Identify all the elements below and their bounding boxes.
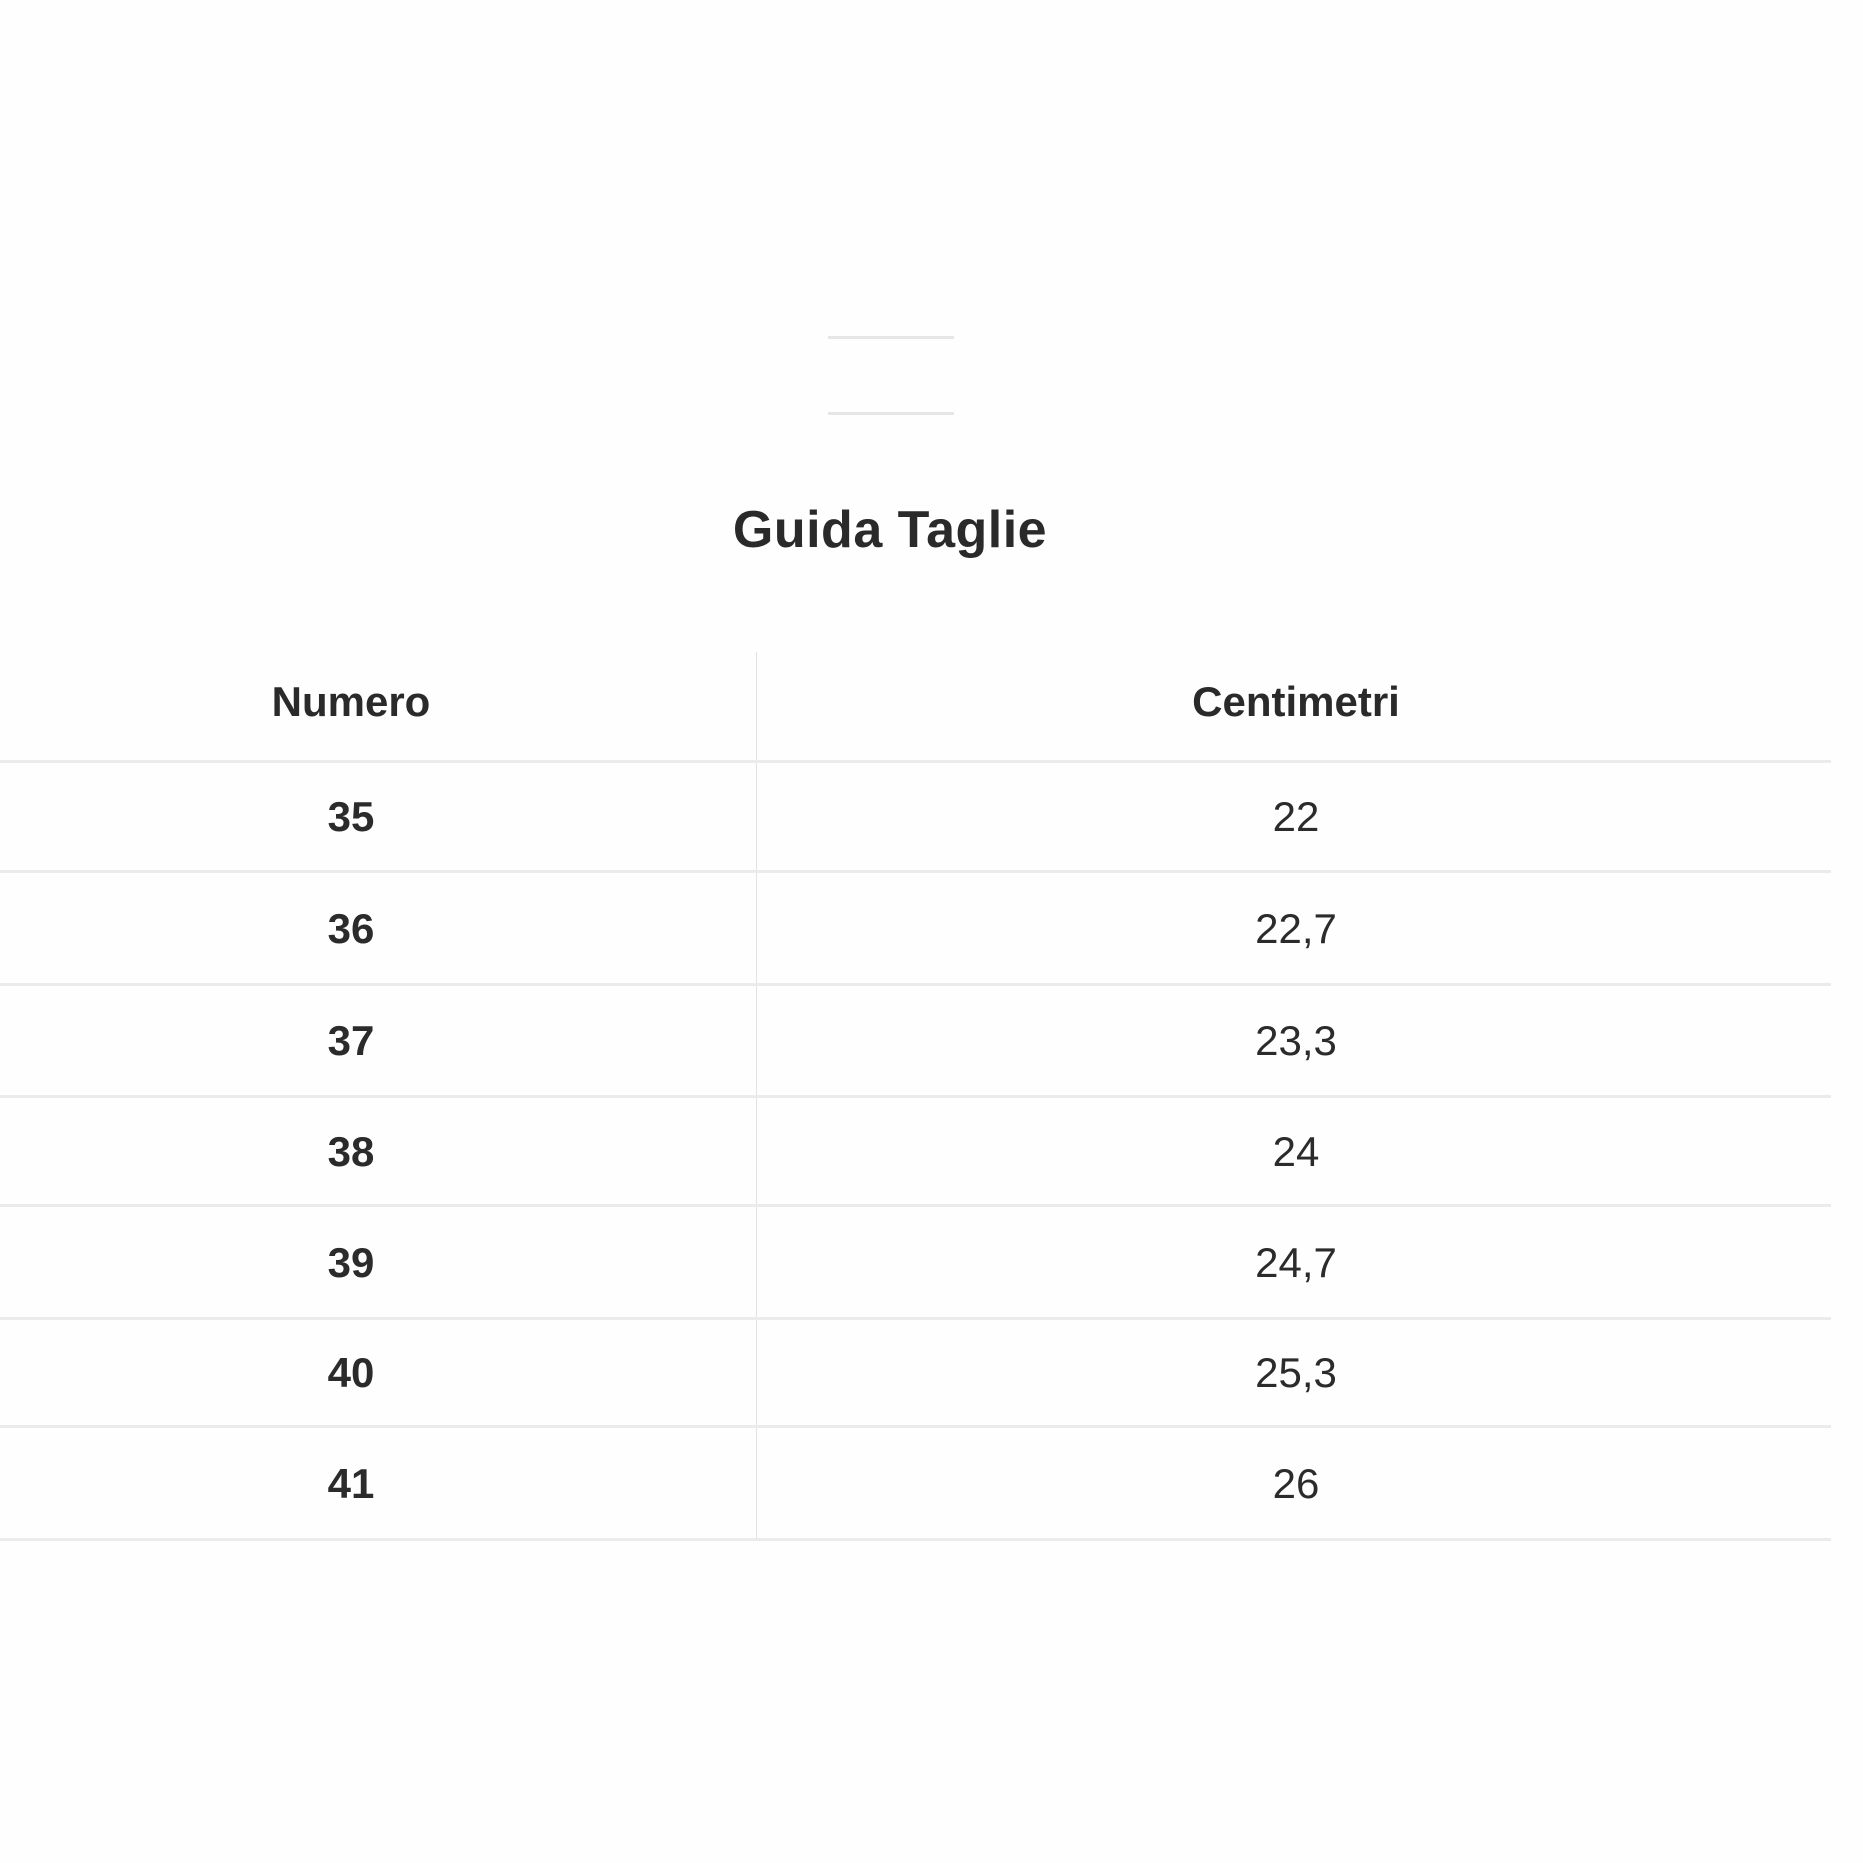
size-centimeters: 26 xyxy=(1272,1459,1320,1507)
size-number: 36 xyxy=(327,904,375,952)
decorative-divider-bottom xyxy=(828,412,954,415)
size-centimeters: 22 xyxy=(1272,793,1320,840)
header-numero: Numero xyxy=(271,678,431,725)
page-title: Guida Taglie xyxy=(732,501,1048,559)
size-centimeters: 25,3 xyxy=(1255,1349,1337,1396)
row-divider xyxy=(0,1204,1831,1207)
size-centimeters: 24 xyxy=(1272,1127,1320,1175)
size-number: 37 xyxy=(327,1017,375,1064)
header-divider xyxy=(0,760,1831,763)
row-divider xyxy=(0,1317,1831,1320)
decorative-divider-top xyxy=(828,336,954,339)
size-centimeters: 24,7 xyxy=(1255,1238,1337,1286)
header-centimetri: Centimetri xyxy=(1192,678,1400,725)
size-number: 35 xyxy=(327,793,375,840)
size-number: 38 xyxy=(327,1127,375,1175)
row-divider xyxy=(0,983,1831,986)
row-divider xyxy=(0,1425,1831,1428)
size-centimeters: 23,3 xyxy=(1255,1017,1337,1064)
size-centimeters: 22,7 xyxy=(1255,904,1337,952)
row-divider xyxy=(0,1538,1831,1541)
size-number: 40 xyxy=(327,1349,375,1396)
size-number: 41 xyxy=(327,1459,375,1507)
row-divider xyxy=(0,870,1831,873)
size-number: 39 xyxy=(327,1238,375,1286)
row-divider xyxy=(0,1095,1831,1098)
